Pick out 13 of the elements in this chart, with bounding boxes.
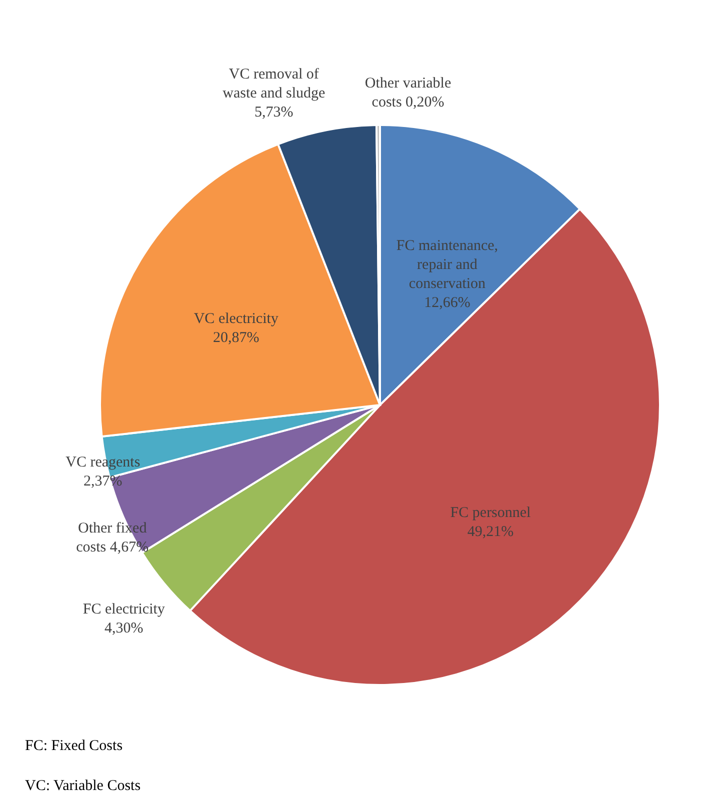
slice-label: FC maintenance, repair and conservation bbox=[396, 238, 498, 292]
slice-label: FC electricity bbox=[82, 601, 166, 618]
text: FC: Fixed Costs bbox=[25, 738, 123, 754]
data-label: 4,30% bbox=[104, 620, 144, 636]
slice-label: VC removal of waste and sludge bbox=[222, 66, 326, 102]
data-label: 49,21% bbox=[467, 524, 514, 540]
slice-label: FC personnel bbox=[450, 505, 531, 522]
slice-label: Other variable costs 0,20% bbox=[364, 75, 452, 110]
slice-label: VC electricity bbox=[194, 311, 279, 328]
data-label: 12,66% bbox=[424, 294, 470, 311]
text: VC: Variable Costs bbox=[25, 778, 141, 794]
data-label: 5,73% bbox=[254, 104, 294, 121]
data-label: 20,87% bbox=[213, 330, 260, 346]
